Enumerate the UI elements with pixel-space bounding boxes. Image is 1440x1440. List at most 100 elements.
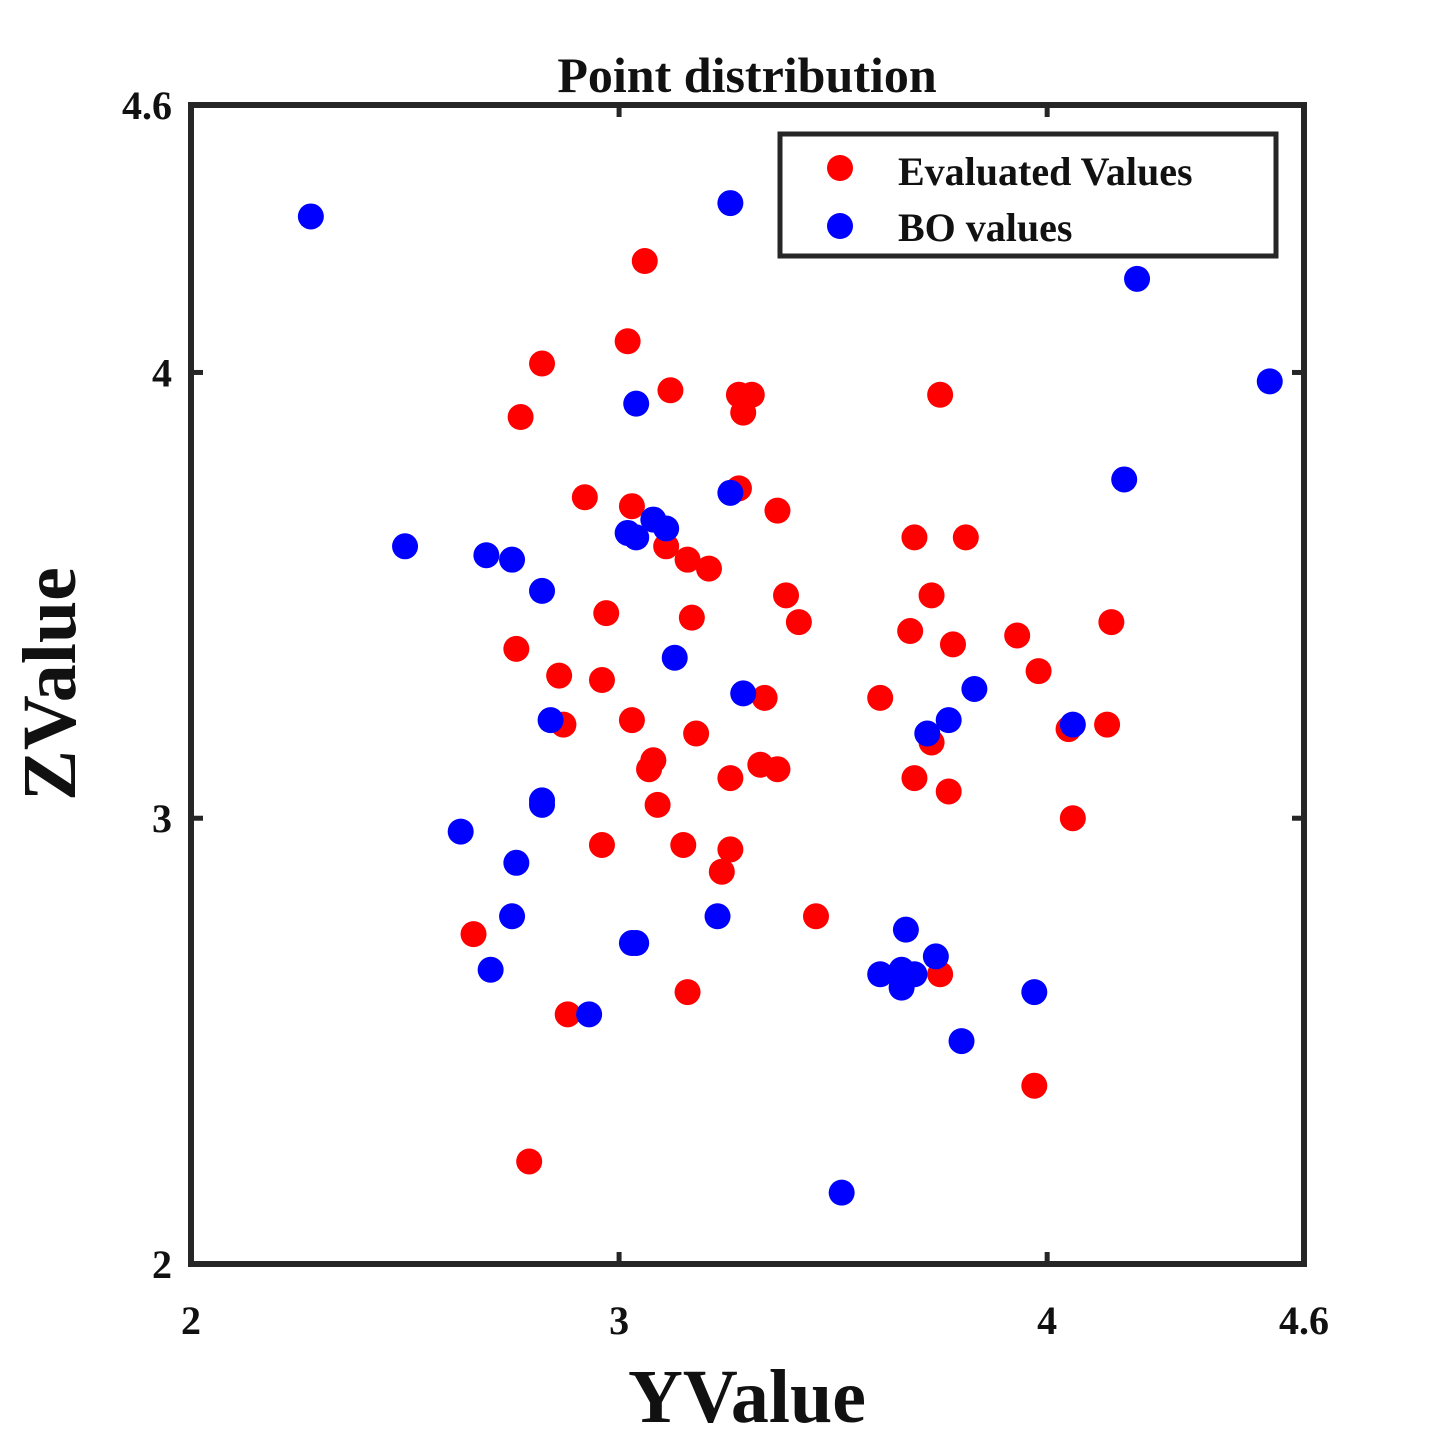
evaluated-point xyxy=(636,756,663,783)
legend: Evaluated Values BO values xyxy=(777,131,1279,259)
evaluated-point xyxy=(901,524,928,551)
evaluated-point xyxy=(1098,609,1125,636)
legend-box xyxy=(777,131,1279,259)
bo-point xyxy=(730,680,757,707)
evaluated-point xyxy=(730,399,757,426)
bo-point xyxy=(717,190,744,217)
bo-point xyxy=(867,961,894,988)
evaluated-point xyxy=(657,377,684,404)
bo-point xyxy=(447,818,474,845)
bo-point xyxy=(828,1179,855,1206)
evaluated-point xyxy=(1059,805,1086,832)
x-tick-label: 4 xyxy=(1037,1298,1057,1343)
evaluated-point xyxy=(653,533,680,560)
evaluated-point xyxy=(939,631,966,658)
bo-point xyxy=(892,916,919,943)
y-tick-label: 2 xyxy=(152,1242,172,1287)
bo-point xyxy=(1059,711,1086,738)
evaluated-point xyxy=(588,667,615,694)
bo-point xyxy=(1256,368,1283,395)
evaluated-point xyxy=(546,662,573,689)
bo-point xyxy=(704,903,731,930)
axis-ticks xyxy=(188,102,1307,1267)
evaluated-point xyxy=(935,778,962,805)
y-axis-label: ZValue xyxy=(8,567,92,801)
y-tick-label: 4 xyxy=(152,350,172,395)
x-tick-label: 2 xyxy=(181,1298,201,1343)
evaluated-point xyxy=(897,618,924,645)
evaluated-point xyxy=(507,404,534,431)
bo-point xyxy=(503,849,530,876)
bo-point xyxy=(1021,979,1048,1006)
evaluated-point xyxy=(593,600,620,627)
bo-point xyxy=(477,956,504,983)
series-bo-values xyxy=(297,190,1283,1206)
bo-point xyxy=(961,675,988,702)
chart-title: Point distribution xyxy=(557,47,936,103)
evaluated-point xyxy=(683,720,710,747)
evaluated-point xyxy=(631,248,658,275)
evaluated-point xyxy=(618,493,645,520)
legend-marker-bo xyxy=(827,213,853,239)
bo-point xyxy=(888,974,915,1001)
y-tick-label: 4.6 xyxy=(122,83,172,128)
evaluated-point xyxy=(1094,711,1121,738)
evaluated-point xyxy=(927,381,954,408)
evaluated-point xyxy=(1021,1072,1048,1099)
bo-point xyxy=(529,791,556,818)
evaluated-point xyxy=(717,765,744,792)
evaluated-point xyxy=(460,921,487,948)
evaluated-point xyxy=(785,609,812,636)
bo-point xyxy=(392,533,419,560)
evaluated-point xyxy=(901,765,928,792)
evaluated-point xyxy=(952,524,979,551)
x-tick-label: 3 xyxy=(609,1298,629,1343)
evaluated-point xyxy=(644,791,671,818)
bo-point xyxy=(623,930,650,957)
bo-point xyxy=(623,390,650,417)
bo-point xyxy=(623,524,650,551)
bo-point xyxy=(948,1028,975,1055)
evaluated-point xyxy=(670,831,697,858)
evaluated-point xyxy=(764,756,791,783)
evaluated-point xyxy=(674,979,701,1006)
data-points xyxy=(297,190,1283,1206)
evaluated-point xyxy=(708,858,735,885)
evaluated-point xyxy=(588,831,615,858)
x-tick-label: 4.6 xyxy=(1279,1298,1329,1343)
bo-point xyxy=(529,577,556,604)
evaluated-point xyxy=(503,635,530,662)
y-axis-tick-labels: 2 3 4 4.6 xyxy=(122,83,172,1287)
evaluated-point xyxy=(867,684,894,711)
evaluated-point xyxy=(674,546,701,573)
evaluated-point xyxy=(1004,622,1031,649)
bo-point xyxy=(1111,466,1138,493)
evaluated-point xyxy=(571,484,598,511)
bo-point xyxy=(537,707,564,734)
evaluated-point xyxy=(614,328,641,355)
evaluated-point xyxy=(554,1001,581,1028)
y-tick-label: 3 xyxy=(152,796,172,841)
evaluated-point xyxy=(516,1148,543,1175)
bo-point xyxy=(661,644,688,671)
evaluated-point xyxy=(918,582,945,609)
bo-point xyxy=(499,546,526,573)
bo-point xyxy=(473,542,500,569)
bo-point xyxy=(297,203,324,230)
legend-label-bo: BO values xyxy=(898,205,1072,250)
evaluated-point xyxy=(695,555,722,582)
evaluated-point xyxy=(529,350,556,377)
evaluated-point xyxy=(717,836,744,863)
evaluated-point xyxy=(1025,658,1052,685)
legend-label-evaluated: Evaluated Values xyxy=(898,149,1193,194)
x-axis-label: YValue xyxy=(628,1355,866,1439)
bo-point xyxy=(935,707,962,734)
bo-point xyxy=(1124,265,1151,292)
evaluated-point xyxy=(802,903,829,930)
x-axis-tick-labels: 2 3 4 4.6 xyxy=(181,1298,1329,1343)
bo-point xyxy=(499,903,526,930)
bo-point xyxy=(922,943,949,970)
bo-point xyxy=(653,515,680,542)
evaluated-point xyxy=(678,604,705,631)
